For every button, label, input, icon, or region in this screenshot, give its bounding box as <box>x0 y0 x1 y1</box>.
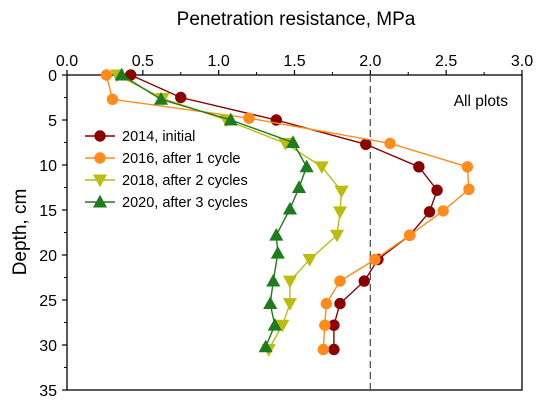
data-point <box>282 201 297 215</box>
data-point <box>334 185 349 199</box>
x-tick-label: 1.5 <box>283 53 305 70</box>
data-point <box>423 206 436 218</box>
data-layer <box>100 67 475 357</box>
data-point <box>437 205 449 217</box>
y-tick-label: 5 <box>48 113 57 130</box>
data-point <box>292 180 307 193</box>
legend-marker <box>94 130 106 142</box>
x-tick-label: 1.0 <box>208 53 230 70</box>
axes-layer: 0.0 0.5 1.0 1.5 2.0 2.5 3.0 0 5 10 15 20 25 30 35 <box>39 53 533 400</box>
data-point <box>153 92 169 105</box>
data-point <box>360 138 372 151</box>
x-tick-label: 3.0 <box>511 53 533 70</box>
data-point <box>328 343 340 356</box>
x-tick-label: 2.5 <box>435 53 457 70</box>
y-axis-title: Depth, cm <box>10 189 31 276</box>
data-point <box>106 93 119 106</box>
legend-label: 2014, initial <box>122 129 195 145</box>
x-tick-label: 0.5 <box>132 53 154 70</box>
data-point <box>329 229 345 243</box>
series-line <box>130 74 438 350</box>
y-tick-label: 0 <box>48 68 57 85</box>
data-point <box>302 254 317 267</box>
text-layer: Penetration resistance, MPa Depth, cm Al… <box>10 9 508 275</box>
series-3 <box>110 69 349 357</box>
legend-marker <box>94 152 106 164</box>
plot-frame <box>66 74 523 391</box>
legend: 2014, initial 2016, after 1 cycle 2018, af… <box>85 129 248 211</box>
data-point <box>243 112 255 124</box>
data-point <box>275 319 290 333</box>
all-plots-annotation: All plots <box>454 93 509 110</box>
data-point <box>334 275 346 287</box>
data-point <box>263 296 278 310</box>
data-point <box>463 183 475 196</box>
data-point <box>270 245 285 259</box>
legend-label: 2018, after 2 cycles <box>122 173 248 189</box>
series-2 <box>100 69 475 356</box>
data-point <box>384 137 396 150</box>
legend-label: 2020, after 3 cycles <box>122 195 248 211</box>
y-tick-label: 30 <box>39 338 57 355</box>
x-tick-label: 2.0 <box>359 53 381 70</box>
data-point <box>223 112 238 126</box>
data-point <box>282 275 297 289</box>
data-point <box>319 319 331 331</box>
data-point <box>175 91 187 104</box>
y-tick-label: 20 <box>39 248 57 265</box>
data-point <box>334 297 346 310</box>
data-point <box>332 206 348 220</box>
data-point <box>320 297 333 310</box>
data-point <box>369 253 381 266</box>
legend-marker <box>92 194 108 208</box>
y-tick-label: 35 <box>39 383 57 400</box>
data-point <box>431 184 443 196</box>
data-point <box>358 275 370 287</box>
data-point <box>267 317 282 331</box>
data-point <box>314 161 329 175</box>
series-4 <box>114 67 314 353</box>
data-point <box>299 159 314 173</box>
data-point <box>114 67 129 81</box>
data-point <box>413 161 425 173</box>
data-point <box>317 343 330 356</box>
data-point <box>461 161 474 173</box>
data-point <box>404 229 416 241</box>
y-tick-label: 10 <box>39 158 57 175</box>
series-1 <box>125 69 443 356</box>
data-point <box>269 227 284 241</box>
data-point <box>258 339 273 353</box>
legend-label: 2016, after 1 cycle <box>122 151 241 167</box>
data-point <box>282 298 297 311</box>
legend-marker <box>92 174 108 188</box>
x-tick-label: 0.0 <box>56 53 78 70</box>
data-point <box>285 135 301 148</box>
data-point <box>266 273 281 287</box>
x-axis-title: Penetration resistance, MPa <box>177 9 416 30</box>
data-point <box>100 69 113 81</box>
y-tick-label: 25 <box>39 293 57 310</box>
y-tick-label: 15 <box>39 203 57 220</box>
